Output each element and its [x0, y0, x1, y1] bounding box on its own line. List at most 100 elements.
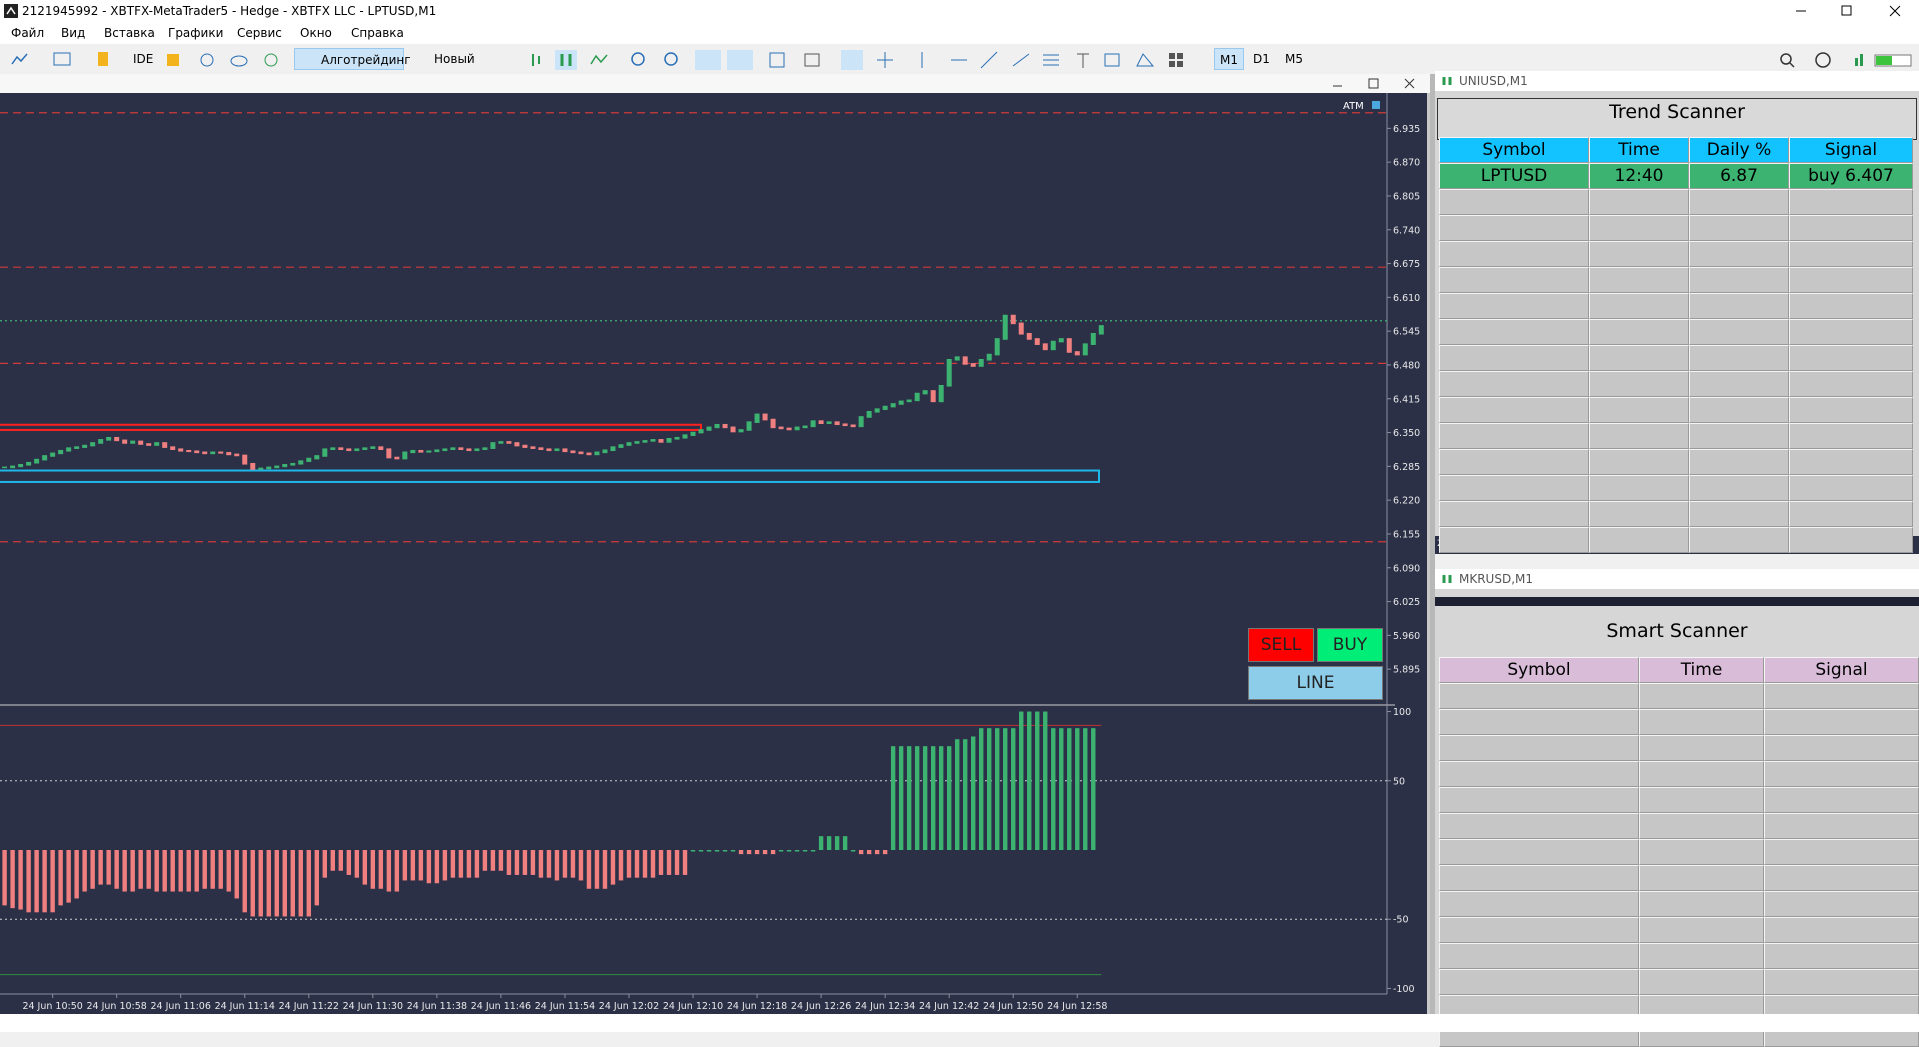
chart-window-bar: [0, 74, 1430, 93]
menu-item[interactable]: Графики: [168, 26, 224, 40]
y-tick-label: 6.415: [1393, 394, 1420, 405]
histogram-bar: [210, 850, 215, 889]
buy-button[interactable]: BUY: [1317, 628, 1383, 662]
candle: [258, 467, 264, 470]
candle: [66, 447, 72, 452]
candle: [650, 439, 656, 442]
empty-cell: [1764, 709, 1919, 735]
y-tick-label: 6.285: [1393, 462, 1420, 473]
menu-item[interactable]: Вставка: [104, 26, 155, 40]
candle: [626, 442, 632, 446]
histogram-bar: [242, 850, 247, 913]
candle: [210, 451, 216, 455]
candle: [90, 442, 96, 447]
candle: [922, 390, 928, 395]
timeframe-button[interactable]: D1: [1253, 52, 1270, 66]
menu-item[interactable]: Вид: [61, 26, 86, 40]
line-button[interactable]: LINE: [1248, 666, 1383, 700]
histogram-bar: [26, 850, 31, 913]
empty-row: [1439, 969, 1919, 995]
histogram-bar: [1059, 728, 1064, 850]
candle: [706, 426, 712, 431]
candle: [586, 452, 592, 456]
histogram-bar: [922, 746, 928, 850]
empty-row: [1439, 683, 1919, 709]
x-tick-label: 24 Jun 11:22: [279, 1001, 339, 1012]
toolbar-status[interactable]: [1775, 50, 1915, 70]
y-tick-label: 6.480: [1393, 360, 1420, 371]
histogram-bar: [234, 850, 239, 899]
menu-item[interactable]: Справка: [351, 26, 404, 40]
x-tick-label: 24 Jun 11:46: [471, 1001, 531, 1012]
algo-trading-button[interactable]: Алготрейдинг: [294, 48, 411, 70]
candle: [570, 450, 576, 454]
toolbar-icons[interactable]: [8, 50, 108, 68]
empty-cell: [1589, 423, 1689, 449]
data-row[interactable]: LPTUSD 12:40 6.87 buy 6.407: [1439, 163, 1913, 189]
new-order-button[interactable]: Новый ордер: [434, 52, 475, 88]
empty-row: [1439, 345, 1913, 371]
menu-item[interactable]: Окно: [300, 26, 332, 40]
histogram-bar: [618, 850, 624, 881]
x-tick-label: 24 Jun 10:58: [86, 1001, 146, 1012]
candle: [530, 446, 536, 449]
histogram-bar: [1043, 711, 1048, 850]
toolbar-icons[interactable]: [165, 52, 285, 68]
empty-cell: [1789, 319, 1913, 345]
empty-cell: [1689, 475, 1789, 501]
histogram-bar: [930, 746, 936, 850]
chart-window-controls[interactable]: [1325, 74, 1430, 93]
histogram-bar: [298, 850, 303, 917]
chart-label-icon: [1372, 101, 1380, 109]
x-tick-label: 24 Jun 11:14: [215, 1001, 275, 1012]
empty-cell: [1439, 215, 1589, 241]
empty-cell: [1439, 683, 1639, 709]
empty-cell: [1639, 943, 1764, 969]
candle: [490, 442, 496, 449]
sell-button[interactable]: SELL: [1248, 628, 1314, 662]
histogram-bar: [778, 850, 784, 852]
histogram-bar: [498, 850, 504, 871]
ide-button[interactable]: IDE: [133, 52, 154, 66]
candle: [1010, 314, 1016, 325]
x-tick-label: 24 Jun 12:10: [663, 1001, 723, 1012]
y-tick-label: 6.935: [1393, 124, 1420, 135]
histogram-bar: [586, 850, 592, 889]
histogram-bar: [810, 850, 816, 852]
histogram-bar: [946, 746, 952, 850]
column-header: Time: [1589, 137, 1689, 163]
candle: [610, 446, 616, 452]
empty-cell: [1689, 267, 1789, 293]
histogram-bar: [394, 850, 400, 892]
candle: [898, 400, 904, 405]
y-tick-label: 6.675: [1393, 259, 1420, 270]
histogram-bar: [818, 836, 824, 850]
histogram-bar: [330, 850, 336, 871]
menu-item[interactable]: Файл: [11, 26, 45, 40]
histogram-bar: [674, 850, 680, 875]
candle: [842, 423, 848, 427]
candle: [1066, 338, 1072, 353]
menu-item[interactable]: Сервис: [237, 26, 282, 40]
candle: [482, 447, 488, 450]
empty-cell: [1789, 501, 1913, 527]
candle: [354, 448, 360, 452]
candle: [642, 440, 648, 443]
histogram-bar: [1027, 711, 1032, 850]
column-header: Symbol: [1439, 657, 1639, 683]
empty-cell: [1789, 189, 1913, 215]
timeframe-button[interactable]: M5: [1285, 52, 1303, 66]
candle: [658, 439, 664, 443]
histogram-bar: [10, 850, 15, 909]
empty-cell: [1589, 397, 1689, 423]
candle: [1018, 322, 1024, 335]
candle: [978, 358, 984, 367]
timeframe-button[interactable]: M1: [1214, 48, 1244, 70]
empty-cell: [1589, 371, 1689, 397]
candle: [34, 458, 40, 464]
toolbar-icons[interactable]: [525, 50, 1205, 70]
candle: [266, 466, 272, 470]
candle: [202, 451, 208, 455]
window-controls[interactable]: [1780, 0, 1919, 22]
histogram-bar: [834, 836, 840, 850]
